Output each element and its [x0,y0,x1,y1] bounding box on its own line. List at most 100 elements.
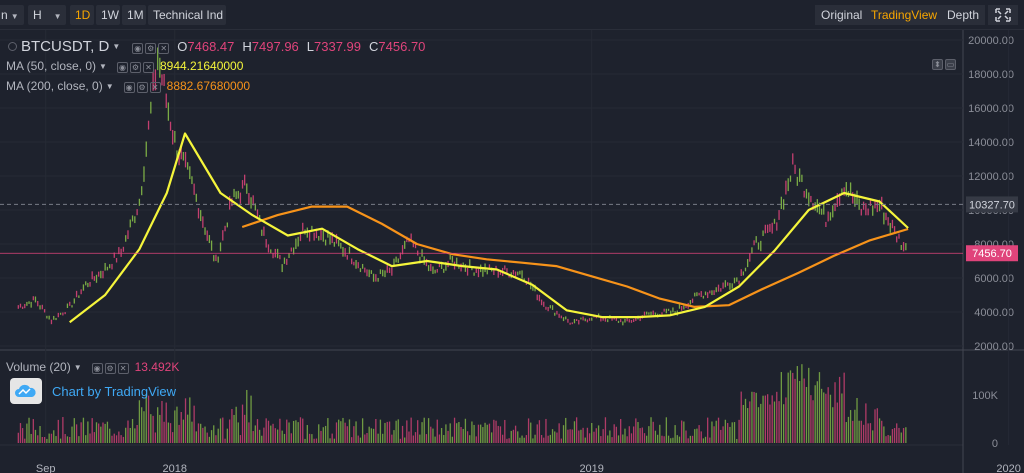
gear-icon[interactable]: ⚙ [145,42,157,54]
tradingview-badge-label[interactable]: Chart by TradingView [52,383,177,399]
technical-indicators-button[interactable]: Technical Ind [148,5,226,25]
close-icon[interactable]: ✕ [158,42,170,54]
minimize-icon[interactable]: ▭ [945,59,956,70]
candle-up [235,191,237,200]
candle-down [558,313,560,318]
candle-down [512,270,515,275]
eye-icon[interactable]: ◉ [91,363,103,374]
candle-up [370,270,373,274]
candle-up [532,284,534,291]
volume-bar [169,423,172,443]
volume-bar [129,427,131,443]
price-chart-canvas[interactable]: 20000.00 18000.00 16000.00 14000.00 12000.00… [0,30,1024,473]
candle-up [404,240,406,249]
candle-down [19,303,22,308]
eye-icon[interactable]: ◉ [132,42,144,54]
volume-bar [713,426,715,443]
symbol-title[interactable]: BTCUSDT, D [21,38,110,55]
last-price-tag-bg [966,245,1018,262]
volume-bar [663,436,665,443]
volume-bar [436,419,438,443]
candle-down [753,240,755,246]
candle-up [87,282,89,288]
volume-bar [896,423,898,443]
volume-bar [28,417,30,443]
view-original-button[interactable]: Original [815,5,869,25]
volume-bar [738,419,740,443]
eye-icon[interactable]: ◉ [123,82,135,93]
candle-down [681,306,683,311]
chevron-down-icon[interactable]: ▼ [99,61,107,71]
candle-up [471,266,473,271]
close-icon[interactable]: ✕ [142,62,154,73]
range-1d-button[interactable]: 1D [70,5,94,25]
ma50-name[interactable]: MA (50, close, 0) [6,59,97,73]
volume-bar [109,428,111,443]
range-1w-button[interactable]: 1W [96,5,120,25]
interval-selector[interactable]: H ▼ [28,5,66,25]
volume-bar [456,423,458,443]
volume-bar [17,432,19,443]
volume-bar [180,411,182,443]
candle-up [270,249,272,254]
collapse-icon[interactable] [8,42,17,51]
volume-bar [167,422,170,443]
candle-up [189,166,191,180]
candle-up [818,202,821,215]
candle-down [80,289,82,295]
volume-bar [805,386,808,443]
volume-bar [825,393,827,443]
candle-down [893,226,896,233]
volume-bar [73,418,75,443]
volume-bar [746,408,749,443]
view-tradingview-button[interactable]: TradingView [865,5,944,25]
gear-icon[interactable]: ⚙ [104,363,116,374]
volume-bar [687,438,689,443]
chevron-down-icon[interactable]: ▼ [105,81,114,91]
close-icon[interactable]: ✕ [117,363,129,374]
tradingview-badge[interactable]: Chart by TradingView [10,376,176,406]
volume-bar [327,418,329,443]
ma200-actions: ◉ ⚙ ✕ [122,79,161,93]
gear-icon[interactable]: ⚙ [129,62,141,73]
volume-bar [736,438,738,443]
candle-up [617,320,620,323]
candle-down [315,228,318,239]
maximize-icon[interactable]: ⬍ [932,59,943,70]
symbol-selector[interactable]: n ▼ [0,5,24,25]
volume-bar [235,406,237,443]
close-icon[interactable]: ✕ [149,82,161,93]
volume-bar [202,427,204,443]
candle-down [600,317,602,322]
volume-bar [377,433,379,443]
eye-icon[interactable]: ◉ [116,62,128,73]
volume-bar [50,433,53,443]
volume-bar [87,421,89,443]
fullscreen-icon[interactable] [988,5,1018,25]
candle-down [643,311,646,316]
crosshair-price-tag-bg [966,196,1018,213]
ma200-legend: MA (200, close, 0) ▼ ◉ ⚙ ✕ 8882.67680000 [6,79,250,93]
volume-bar [814,385,816,443]
volume-bar [361,418,364,443]
gear-icon[interactable]: ⚙ [136,82,148,93]
volume-bar [217,428,219,443]
volume-bar [733,422,736,443]
volume-name[interactable]: Volume (20) [6,360,71,374]
candle-up [384,270,386,278]
volume-bar [102,422,104,443]
candle-up [419,256,421,264]
volume-bar [517,431,519,443]
range-1m-button[interactable]: 1M [122,5,146,25]
view-depth-button[interactable]: Depth [941,5,986,25]
volume-bar [410,417,412,443]
chart-area[interactable]: 20000.00 18000.00 16000.00 14000.00 12000.00… [0,30,1024,473]
ma200-name[interactable]: MA (200, close, 0) [6,79,103,93]
candle-down [118,247,120,255]
candle-up [329,234,331,245]
volume-bar [493,419,495,443]
candle-up [742,271,745,276]
chevron-down-icon[interactable]: ▼ [112,42,121,51]
candle-down [567,318,569,323]
chevron-down-icon[interactable]: ▼ [73,362,82,372]
